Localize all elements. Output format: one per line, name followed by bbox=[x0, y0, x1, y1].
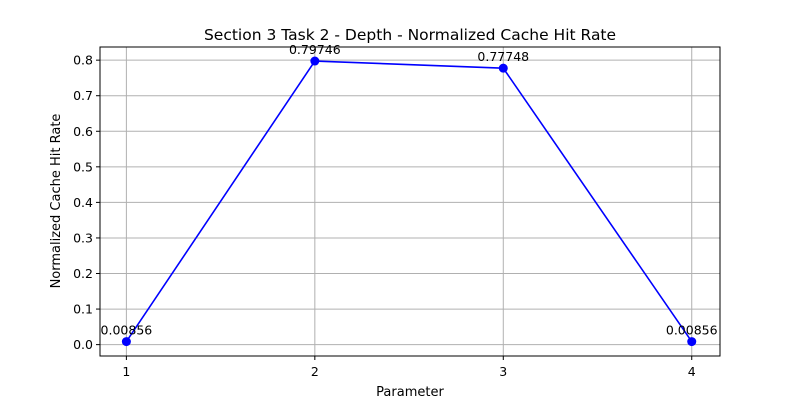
y-tick-label: 0.0 bbox=[73, 337, 93, 352]
x-tick-label: 1 bbox=[122, 364, 130, 379]
data-label-layer: 0.00856 0.79746 0.77748 0.00856 bbox=[101, 42, 718, 338]
data-label: 0.77748 bbox=[477, 49, 529, 64]
y-tick-label: 0.6 bbox=[73, 124, 93, 139]
y-axis-label: Normalized Cache Hit Rate bbox=[49, 114, 64, 289]
x-axis-label: Parameter bbox=[376, 385, 444, 400]
grid-layer bbox=[100, 47, 720, 356]
y-tick-label: 0.1 bbox=[73, 302, 93, 317]
data-point bbox=[310, 56, 320, 66]
x-tick-label: 4 bbox=[688, 364, 696, 379]
data-point bbox=[498, 63, 508, 73]
data-point bbox=[687, 337, 697, 347]
y-tick-label: 0.5 bbox=[73, 159, 93, 174]
x-tick-label: 3 bbox=[499, 364, 507, 379]
data-point bbox=[121, 337, 131, 347]
tick-layer: 1 2 3 4 0.0 0.1 0.2 0.3 0.4 0.5 0.6 0.7 0.8 bbox=[73, 53, 696, 379]
data-label: 0.00856 bbox=[101, 323, 153, 338]
series-line bbox=[125, 60, 693, 343]
x-tick-label: 2 bbox=[311, 364, 319, 379]
series-layer bbox=[121, 56, 697, 347]
y-tick-label: 0.3 bbox=[73, 230, 93, 245]
data-label: 0.00856 bbox=[666, 323, 718, 338]
y-tick-label: 0.8 bbox=[73, 53, 93, 68]
chart-title: Section 3 Task 2 - Depth - Normalized Ca… bbox=[204, 26, 616, 44]
plot-frame bbox=[99, 46, 721, 357]
data-label: 0.79746 bbox=[289, 42, 341, 57]
y-tick-label: 0.7 bbox=[73, 88, 93, 103]
y-tick-label: 0.2 bbox=[73, 266, 93, 281]
y-tick-label: 0.4 bbox=[73, 195, 93, 210]
